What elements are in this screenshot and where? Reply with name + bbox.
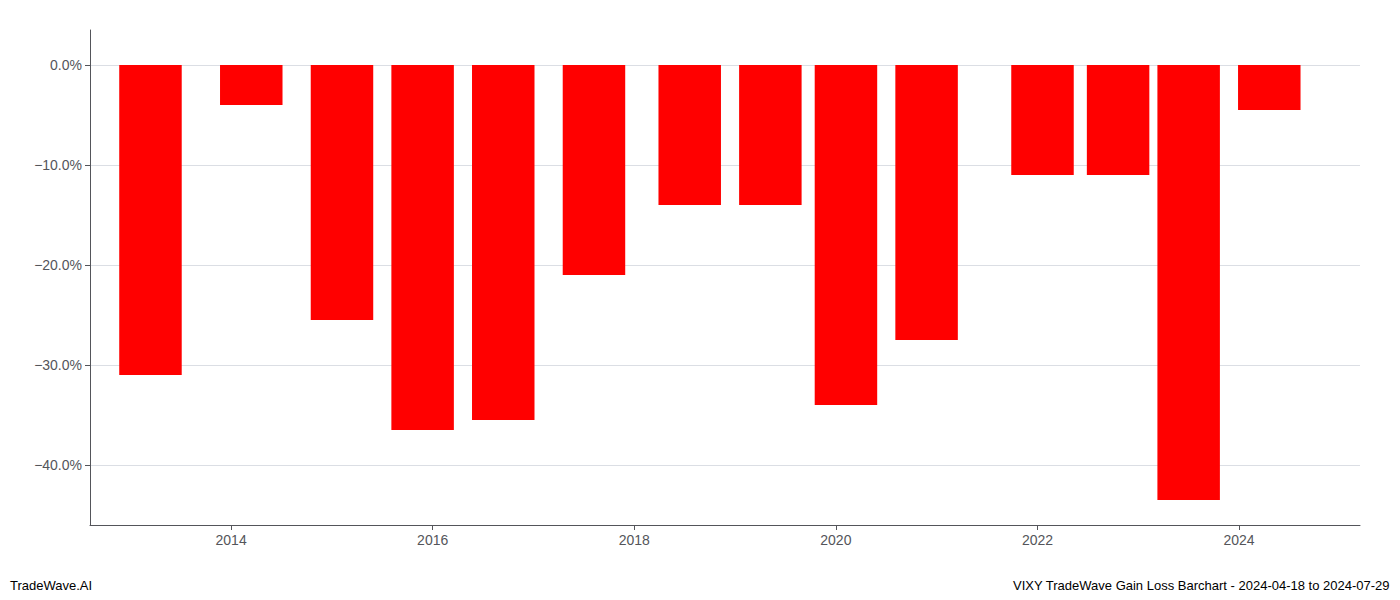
svg-text:−10.0%: −10.0% <box>34 157 82 173</box>
svg-text:2018: 2018 <box>619 532 650 548</box>
svg-text:−20.0%: −20.0% <box>34 257 82 273</box>
svg-text:−30.0%: −30.0% <box>34 357 82 373</box>
svg-text:VIXY TradeWave Gain Loss Barch: VIXY TradeWave Gain Loss Barchart - 2024… <box>1013 578 1390 593</box>
svg-text:2020: 2020 <box>820 532 851 548</box>
svg-text:0.0%: 0.0% <box>50 57 82 73</box>
svg-text:2022: 2022 <box>1022 532 1053 548</box>
svg-text:TradeWave.AI: TradeWave.AI <box>10 578 92 593</box>
svg-text:2016: 2016 <box>417 532 448 548</box>
svg-text:−40.0%: −40.0% <box>34 457 82 473</box>
svg-text:2024: 2024 <box>1223 532 1254 548</box>
svg-text:2014: 2014 <box>216 532 247 548</box>
